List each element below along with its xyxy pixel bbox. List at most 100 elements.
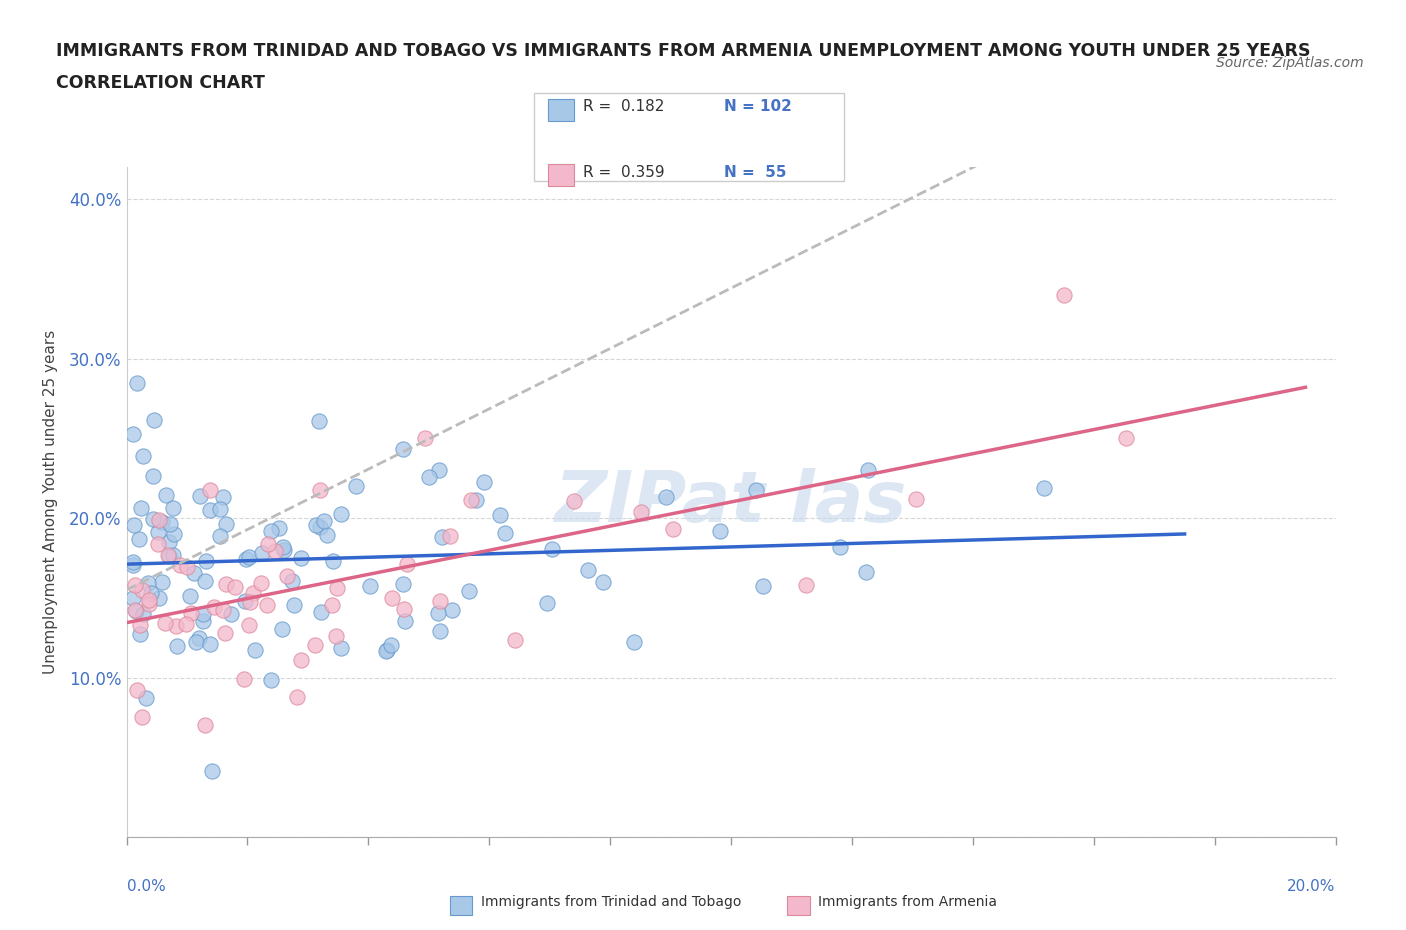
Text: 0.0%: 0.0% bbox=[127, 879, 166, 894]
Point bbox=[623, 634, 645, 649]
Point bbox=[285, 689, 308, 704]
Text: ZIPat las: ZIPat las bbox=[555, 468, 907, 537]
Point bbox=[233, 671, 256, 686]
Point bbox=[270, 621, 292, 636]
Point bbox=[165, 619, 187, 634]
Point bbox=[460, 492, 482, 507]
Point bbox=[904, 491, 927, 506]
Text: 20.0%: 20.0% bbox=[1288, 879, 1336, 894]
Point bbox=[489, 508, 512, 523]
Point bbox=[142, 469, 165, 484]
Point bbox=[194, 718, 217, 733]
Point bbox=[304, 638, 326, 653]
Point bbox=[183, 565, 205, 580]
Point bbox=[188, 488, 211, 503]
Point bbox=[121, 557, 143, 572]
Point bbox=[209, 528, 232, 543]
Point bbox=[136, 576, 159, 591]
Point bbox=[239, 594, 262, 609]
Point bbox=[439, 528, 461, 543]
Point bbox=[309, 483, 332, 498]
Point bbox=[271, 540, 294, 555]
Point bbox=[212, 489, 235, 504]
Text: Immigrants from Trinidad and Tobago: Immigrants from Trinidad and Tobago bbox=[481, 895, 741, 910]
Point bbox=[290, 653, 312, 668]
Point bbox=[418, 470, 440, 485]
Point bbox=[202, 599, 225, 614]
Point bbox=[856, 463, 879, 478]
Point bbox=[256, 598, 278, 613]
Point bbox=[235, 551, 257, 566]
Point bbox=[128, 531, 150, 546]
Point bbox=[125, 375, 148, 390]
Point bbox=[309, 604, 332, 619]
Text: CORRELATION CHART: CORRELATION CHART bbox=[56, 74, 266, 92]
Point bbox=[157, 547, 180, 562]
Point bbox=[219, 606, 242, 621]
Point bbox=[308, 414, 330, 429]
Point bbox=[375, 644, 398, 658]
Point bbox=[592, 575, 614, 590]
Point bbox=[329, 507, 352, 522]
Point bbox=[630, 505, 652, 520]
Point bbox=[250, 546, 273, 561]
Point bbox=[155, 616, 177, 631]
Point bbox=[828, 539, 851, 554]
Point bbox=[155, 487, 177, 502]
Point bbox=[359, 578, 381, 593]
Point bbox=[505, 632, 527, 647]
Point bbox=[392, 442, 415, 457]
Point bbox=[159, 516, 181, 531]
Point bbox=[472, 474, 495, 489]
Point bbox=[257, 537, 280, 551]
Point bbox=[238, 550, 260, 565]
Point bbox=[129, 500, 152, 515]
Point bbox=[198, 483, 221, 498]
Point bbox=[238, 618, 260, 632]
Point bbox=[121, 591, 143, 605]
Point bbox=[541, 541, 564, 556]
Point bbox=[325, 629, 347, 644]
Point bbox=[322, 553, 344, 568]
Point bbox=[131, 582, 153, 597]
Point bbox=[125, 604, 148, 618]
Point bbox=[662, 522, 685, 537]
Point bbox=[381, 591, 404, 605]
Point bbox=[193, 614, 215, 629]
Point bbox=[576, 563, 599, 578]
Point bbox=[157, 549, 180, 564]
Point bbox=[169, 558, 191, 573]
Text: N =  55: N = 55 bbox=[724, 165, 786, 179]
Y-axis label: Unemployment Among Youth under 25 years: Unemployment Among Youth under 25 years bbox=[44, 330, 58, 674]
Point bbox=[142, 512, 165, 526]
Point bbox=[194, 574, 217, 589]
Point bbox=[305, 518, 328, 533]
Point bbox=[440, 603, 463, 618]
Point bbox=[250, 575, 273, 590]
Text: Source: ZipAtlas.com: Source: ZipAtlas.com bbox=[1216, 56, 1364, 70]
Point bbox=[281, 574, 304, 589]
Text: R =  0.182: R = 0.182 bbox=[583, 100, 665, 114]
Point bbox=[276, 568, 298, 583]
Point bbox=[148, 525, 170, 539]
Point bbox=[128, 618, 150, 632]
Point bbox=[198, 503, 221, 518]
Point bbox=[1032, 481, 1054, 496]
Text: R =  0.359: R = 0.359 bbox=[583, 165, 665, 179]
Point bbox=[380, 638, 402, 653]
Point bbox=[429, 624, 451, 639]
Point bbox=[465, 493, 488, 508]
Point bbox=[146, 537, 169, 551]
Point bbox=[242, 585, 264, 600]
Point bbox=[1115, 431, 1137, 445]
Point bbox=[259, 524, 281, 538]
Point bbox=[215, 516, 238, 531]
Point bbox=[375, 643, 398, 658]
Point bbox=[394, 614, 416, 629]
Point bbox=[215, 577, 238, 591]
Point bbox=[233, 593, 256, 608]
Text: IMMIGRANTS FROM TRINIDAD AND TOBAGO VS IMMIGRANTS FROM ARMENIA UNEMPLOYMENT AMON: IMMIGRANTS FROM TRINIDAD AND TOBAGO VS I… bbox=[56, 42, 1310, 60]
Point bbox=[429, 594, 451, 609]
Point bbox=[330, 641, 353, 656]
Point bbox=[138, 597, 160, 612]
